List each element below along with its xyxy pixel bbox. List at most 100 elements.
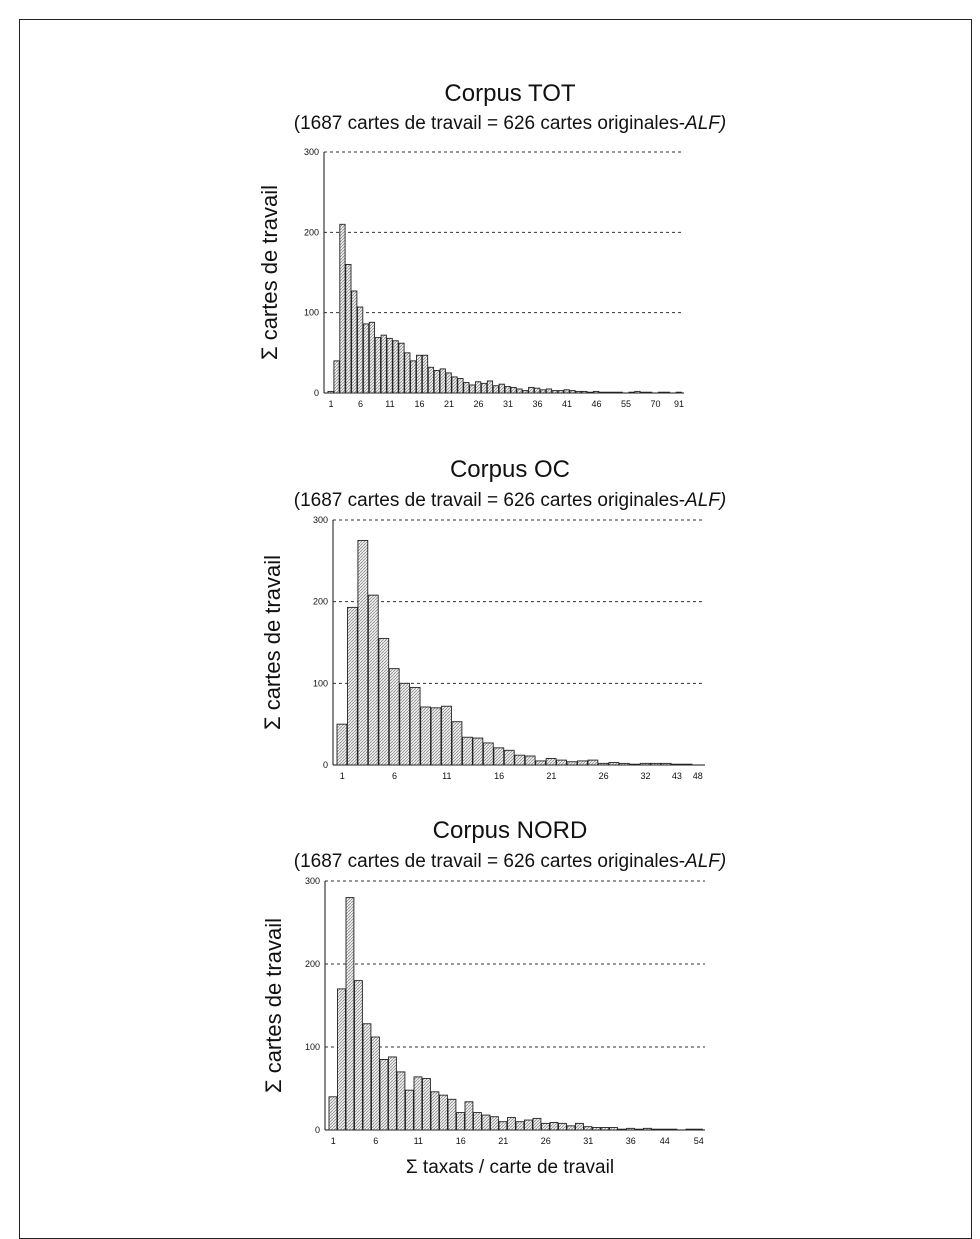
chart-3-bar [592,1127,601,1131]
chart-2-bar [556,759,567,766]
chart-3-xtick-label: 26 [541,1136,551,1146]
chart-2-bar [451,721,463,766]
chart-2-bar [681,763,693,766]
chart-1-xtick-label: 26 [473,399,483,409]
chart-2-bar [503,749,515,766]
chart-3-xtick-label: 36 [626,1136,636,1146]
chart-1-bar [593,390,600,394]
chart-1-bar [439,368,446,394]
chart-1-subtitle: (1687 cartes de travail = 626 cartes ori… [0,113,980,135]
chart-2-ytick-label: 300 [313,515,328,525]
chart-3-bar [328,1096,338,1131]
chart-3-bar [532,1117,542,1131]
chart-1-bar [480,382,488,394]
chart-3-bar [371,1036,380,1131]
chart-2-bar [399,682,411,766]
chart-3-bar [643,1127,652,1131]
chart-2-xtick-label: 43 [672,771,682,781]
chart-3-bar [583,1126,593,1131]
chart-2-bar [577,760,588,766]
chart-2-xtick-label: 21 [546,771,556,781]
chart-1-bar [339,223,346,394]
chart-1-bar [469,384,476,394]
chart-3-ytick-label: 100 [305,1042,320,1052]
chart-1-bar [646,391,653,394]
chart-1-bar [604,391,612,394]
chart-3-bar [490,1116,499,1131]
chart-2-bar [378,637,390,766]
chart-1-ylabel: Σ cartes de travail [257,185,282,360]
chart-2-bar [430,707,442,766]
chart-3-bar [447,1098,457,1131]
chart-1-bar [522,390,529,394]
chart-1-bar [374,337,381,394]
chart-1-bar [569,390,576,394]
chart-3-ylabel: Σ cartes de travail [261,918,286,1093]
chart-1-bar [581,390,588,394]
chart-2-bar [462,736,473,766]
chart-3-bar [549,1122,559,1131]
chart-2-bar [409,686,421,766]
chart-2-bar [482,742,494,766]
chart-1-xtick-label: 55 [621,399,631,409]
chart-1-bar [463,382,470,394]
chart-2-bar [357,539,369,766]
chart-2-xtick-label: 26 [599,771,609,781]
chart-1-bar [610,391,617,394]
chart-3-bar [626,1127,635,1131]
chart-1-xtick-label: 46 [591,399,601,409]
chart-3-bar [507,1117,516,1131]
chart-2-subtitle-text: (1687 cartes de travail = 626 cartes ori… [293,490,686,511]
chart-1-subtitle-text: (1687 cartes de travail = 626 cartes ori… [293,113,686,134]
chart-1-bar [416,354,423,394]
chart-2-xtick-label: 1 [340,771,345,781]
chart-2-bar [336,723,348,766]
chart-1-ytick-label: 0 [314,388,319,398]
chart-2-title: Corpus OC [449,456,571,483]
chart-2-subtitle: (1687 cartes de travail = 626 cartes ori… [0,490,980,512]
chart-3-bar [481,1114,491,1131]
chart-3-title: Corpus NORD [432,817,588,844]
chart-1-bar [427,366,435,394]
chart-2-bar [660,762,672,766]
chart-1-bar [640,391,647,394]
chart-3-bar [668,1128,678,1131]
chart-3-xtick-label: 16 [456,1136,466,1146]
chart-2-bar [535,760,546,766]
chart-2-xtick-label: 48 [693,771,703,781]
chart-1-bar [362,323,370,394]
chart-1-xtick-label: 21 [444,399,454,409]
chart-1-bar [675,391,682,394]
chart-2-bar [388,668,400,766]
chart-1-bar [492,385,499,394]
chart-1-xtick-label: 91 [674,399,684,409]
chart-3-ytick-label: 0 [315,1125,320,1135]
chart-3-bar [473,1112,482,1131]
chart-2-ytick-label: 100 [313,678,328,688]
chart-1-subtitle-italic: ALF) [685,113,727,134]
chart-1-bar [498,383,505,394]
chart-3-bar [379,1058,389,1131]
chart-2-bar [597,762,609,766]
chart-1-bar [575,390,582,394]
chart-3-bar [498,1121,508,1131]
chart-2-bar [420,706,431,766]
chart-2-ytick-label: 200 [313,597,328,607]
chart-3-bar [685,1128,695,1131]
chart-3-bar [430,1091,440,1131]
chart-3-bar [660,1128,669,1131]
chart-2-bar [650,762,662,766]
chart-1-bar [445,372,452,394]
chart-3-ytick-label: 200 [305,959,320,969]
chart-1-ytick-label: 300 [304,147,319,157]
chart-3-bar [422,1078,431,1131]
chart-1-bar [368,321,376,394]
chart-1-bar [657,391,665,394]
chart-3-bar [600,1127,610,1131]
chart-1-bar [628,391,635,394]
chart-1-bar [457,378,464,394]
chart-2-bar [524,755,536,766]
chart-1-bar [587,391,594,394]
